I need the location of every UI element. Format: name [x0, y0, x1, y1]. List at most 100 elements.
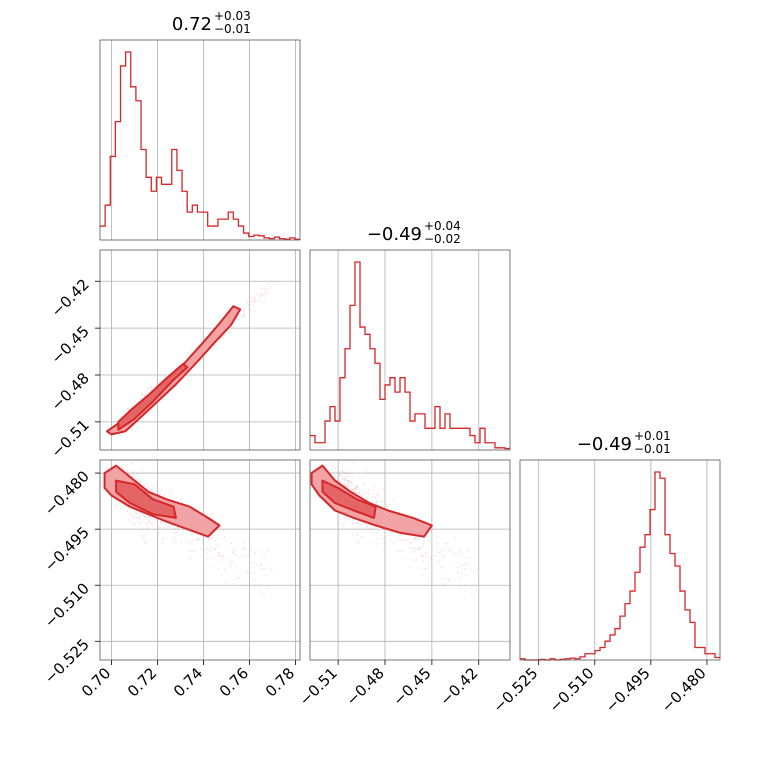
scatter-point — [449, 549, 451, 552]
scatter-point — [144, 542, 146, 544]
scatter-point — [351, 462, 354, 465]
scatter-point — [195, 537, 197, 540]
scatter-point — [170, 524, 172, 527]
scatter-point — [139, 481, 142, 484]
scatter-point — [252, 572, 255, 575]
scatter-point — [433, 554, 436, 557]
scatter-point — [256, 299, 259, 302]
scatter-point — [373, 493, 375, 496]
scatter-point — [345, 483, 348, 486]
scatter-point — [355, 487, 357, 490]
scatter-point — [363, 523, 366, 525]
x-tick-label: −0.42 — [436, 664, 481, 709]
scatter-point — [443, 542, 446, 545]
scatter-point — [191, 533, 193, 536]
scatter-point — [222, 554, 225, 557]
scatter-point — [351, 484, 353, 487]
panel-frame-1-1 — [309, 249, 511, 451]
scatter-point — [375, 543, 378, 545]
scatter-point — [413, 539, 416, 542]
scatter-point — [241, 315, 244, 318]
scatter-point — [408, 541, 411, 544]
scatter-point — [402, 539, 404, 542]
scatter-point — [351, 489, 353, 491]
scatter-point — [439, 552, 441, 554]
y-tick-label: −0.48 — [48, 369, 93, 414]
y-tick-label: −0.480 — [41, 467, 93, 519]
scatter-point — [150, 386, 152, 389]
scatter-point — [368, 489, 371, 492]
scatter-point — [225, 540, 227, 543]
scatter-point — [245, 570, 247, 572]
scatter-point — [440, 549, 443, 552]
scatter-point — [245, 316, 247, 319]
scatter-point — [115, 504, 117, 506]
x-tick-label: −0.525 — [490, 664, 542, 716]
scatter-point — [259, 550, 261, 553]
scatter-point — [190, 349, 192, 352]
histogram-param-1 — [310, 261, 510, 450]
scatter-point — [129, 520, 132, 523]
scatter-point — [146, 527, 149, 529]
scatter-point — [354, 488, 357, 491]
scatter-point — [353, 522, 356, 524]
scatter-point — [125, 470, 127, 473]
scatter-point — [374, 526, 377, 528]
scatter-point — [436, 542, 438, 545]
scatter-point — [254, 579, 257, 581]
scatter-point — [147, 521, 150, 524]
scatter-point — [246, 572, 248, 574]
scatter-point — [267, 588, 270, 591]
scatter-point — [342, 525, 345, 527]
scatter-point — [150, 386, 152, 389]
scatter-point — [126, 469, 128, 472]
scatter-point — [372, 485, 375, 488]
scatter-point — [416, 538, 418, 541]
scatter-point — [348, 479, 350, 482]
scatter-point — [155, 521, 157, 523]
scatter-point — [143, 516, 145, 518]
scatter-point — [187, 351, 190, 354]
scatter-point — [420, 547, 422, 549]
scatter-point — [172, 536, 175, 539]
scatter-point — [350, 481, 352, 484]
scatter-point — [331, 464, 333, 467]
scatter-point — [190, 541, 192, 544]
scatter-point — [146, 387, 149, 390]
scatter-point — [217, 567, 219, 570]
scatter-point — [132, 517, 135, 519]
scatter-point — [404, 557, 407, 560]
scatter-point — [192, 549, 195, 552]
scatter-point — [370, 527, 373, 529]
scatter-point — [355, 522, 358, 525]
scatter-point — [356, 485, 358, 488]
scatter-point — [149, 516, 151, 518]
scatter-point — [175, 541, 177, 544]
scatter-point — [470, 568, 473, 571]
scatter-point — [358, 492, 360, 495]
scatter-point — [358, 488, 361, 491]
x-tick-label: −0.45 — [389, 664, 434, 709]
title-minus: −0.02 — [424, 232, 461, 246]
scatter-point — [465, 564, 467, 566]
scatter-point — [139, 518, 141, 521]
scatter-point — [126, 510, 129, 513]
scatter-point — [380, 500, 383, 503]
scatter-point — [414, 538, 416, 541]
scatter-point — [254, 299, 256, 301]
title-minus: −0.01 — [634, 442, 671, 456]
scatter-point — [447, 579, 450, 581]
scatter-point — [343, 478, 345, 481]
x-tick-label: −0.48 — [343, 664, 388, 709]
scatter-point — [437, 551, 440, 554]
scatter-point — [128, 512, 131, 514]
scatter-point — [144, 483, 147, 485]
scatter-point — [381, 500, 384, 503]
scatter-point — [376, 538, 379, 541]
scatter-point — [423, 545, 425, 547]
y-tick-label: −0.510 — [41, 579, 93, 631]
scatter-point — [127, 519, 130, 521]
scatter-point — [243, 309, 246, 312]
scatter-point — [127, 471, 129, 473]
scatter-point — [254, 311, 257, 313]
